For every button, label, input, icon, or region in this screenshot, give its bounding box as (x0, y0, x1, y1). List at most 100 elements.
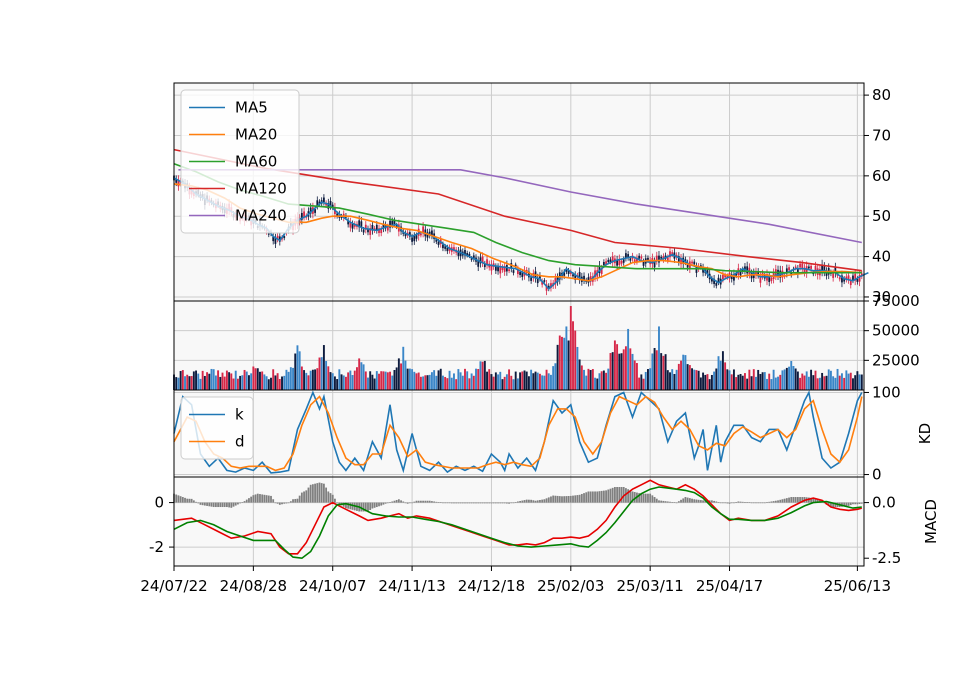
macd-histogram-bar (206, 502, 208, 506)
volume-bar (234, 370, 237, 390)
macd-histogram-bar (651, 495, 654, 503)
candle-body (636, 257, 638, 262)
volume-bar (838, 375, 841, 390)
macd-histogram-bar (816, 499, 819, 503)
macd-histogram-bar (832, 502, 835, 508)
candle-body (512, 270, 515, 273)
volume-bar (397, 358, 400, 390)
volume-bar (210, 368, 213, 390)
volume-bar (285, 369, 288, 390)
volume-bar (411, 369, 414, 390)
macd-histogram-bar (583, 493, 585, 503)
candle-body (726, 275, 729, 278)
volume-bar (697, 370, 700, 390)
volume-bar (633, 360, 636, 390)
macd-histogram-bar (744, 502, 746, 503)
volume-bar (342, 375, 345, 390)
macd-histogram-bar (450, 502, 453, 504)
volume-bar (466, 371, 469, 390)
candle-body (420, 233, 422, 236)
candle-body (618, 258, 621, 266)
candle-body (497, 266, 499, 272)
volume-bar (292, 367, 294, 390)
candle-body (691, 261, 693, 264)
candle-body (755, 271, 757, 276)
volume-bar (375, 371, 378, 390)
volume-bar (651, 353, 654, 390)
macd-histogram-bar (627, 489, 630, 503)
macd-histogram-bar (292, 499, 294, 503)
candle-body (499, 266, 502, 274)
macd-histogram-bar (631, 491, 634, 503)
candle-body (633, 259, 636, 263)
macd-histogram-bar (316, 483, 319, 503)
macd-histogram-bar (785, 498, 788, 503)
macd-histogram-bar (259, 494, 261, 503)
macd-histogram-bar (545, 498, 548, 503)
candle-body (530, 277, 533, 281)
candle-body (810, 265, 812, 269)
volume-bar (281, 376, 283, 390)
volume-bar (459, 372, 462, 390)
macd-histogram-bar (591, 491, 594, 503)
volume-bar (499, 371, 502, 390)
macd-histogram-bar (413, 501, 416, 503)
volume-bar (715, 368, 718, 390)
panel-frames (173, 82, 865, 567)
volume-bar (583, 369, 585, 390)
macd-histogram-bar (459, 502, 462, 504)
volume-bar (433, 370, 436, 390)
macd-histogram-bar (521, 500, 524, 503)
macd-histogram-bar (737, 501, 740, 503)
candle-body (470, 258, 473, 260)
volume-bar (600, 371, 603, 390)
macd-histogram-bar (722, 502, 724, 504)
volume-bar (437, 370, 440, 390)
volume-bar (510, 375, 513, 390)
volume-bar (384, 371, 387, 390)
volume-bar (236, 378, 239, 390)
candle-body (177, 179, 180, 187)
volume-bar (391, 375, 394, 390)
volume-bar (400, 363, 403, 390)
macd-histogram-bar (250, 496, 253, 503)
volume-bar (774, 377, 777, 390)
macd-histogram-bar (642, 493, 645, 503)
panel-bg-macd (174, 477, 864, 566)
volume-bar (827, 369, 830, 390)
candle-body (521, 272, 524, 278)
macd-histogram-bar (750, 502, 753, 504)
volume-bar (276, 373, 279, 390)
macd-histogram-bar (186, 498, 189, 503)
candle-body (543, 280, 546, 282)
macd-histogram-bar (596, 491, 599, 503)
macd-histogram-bar (860, 502, 863, 504)
volume-bar (594, 377, 597, 390)
macd-histogram-bar (688, 498, 691, 503)
volume-bar (580, 365, 583, 390)
candle-body (486, 259, 488, 265)
volume-bar (816, 378, 819, 390)
volume-bar (444, 376, 447, 390)
volume-bar (565, 326, 568, 390)
volume-bar (739, 373, 742, 390)
volume-bar (435, 375, 438, 390)
volume-bar (598, 373, 601, 390)
macd-histogram-bar (556, 495, 559, 503)
candle-body (625, 253, 627, 258)
volume-bar (552, 366, 555, 390)
legend-label-d: d (235, 433, 245, 451)
volume-bar (214, 375, 217, 390)
volume-bar (338, 369, 341, 390)
volume-bar (832, 376, 835, 390)
price-legend-box (180, 89, 300, 234)
candle-body (380, 229, 383, 234)
candle-body (713, 278, 715, 284)
macd-histogram-bar (267, 495, 270, 503)
candle-body (849, 280, 852, 286)
macd-left-tick-label: -2 (149, 538, 164, 556)
macd-histogram-bar (239, 502, 242, 504)
macd-right-tick-label: 0.0 (872, 494, 896, 512)
macd-histogram-bar (378, 502, 380, 507)
candle-body (602, 262, 605, 266)
